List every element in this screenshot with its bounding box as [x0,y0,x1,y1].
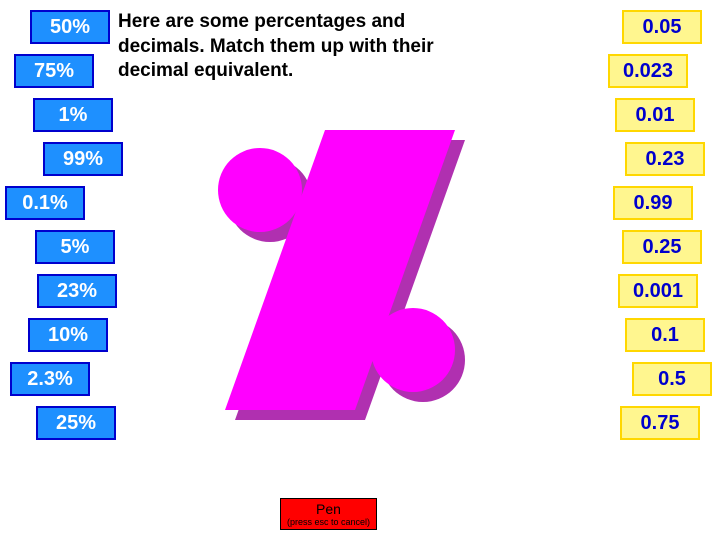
percent-tile-5[interactable]: 5% [35,230,115,264]
pen-tool-box[interactable]: Pen (press esc to cancel) [280,498,377,530]
percent-label: 1% [59,104,88,127]
decimal-label: 0.023 [623,60,673,83]
pen-title: Pen [287,501,370,517]
percent-label: 50% [50,16,90,39]
percent-tile-2[interactable]: 1% [33,98,113,132]
percent-label: 25% [56,412,96,435]
percent-label: 75% [34,60,74,83]
percent-tile-7[interactable]: 10% [28,318,108,352]
decimal-label: 0.1 [651,324,679,347]
percent-label: 23% [57,280,97,303]
decimal-label: 0.99 [634,192,673,215]
decimal-tile-5[interactable]: 0.25 [622,230,702,264]
decimal-tile-1[interactable]: 0.023 [608,54,688,88]
decimal-label: 0.05 [643,16,682,39]
pen-subtitle: (press esc to cancel) [287,517,370,527]
decimal-tile-9[interactable]: 0.75 [620,406,700,440]
decimal-tile-3[interactable]: 0.23 [625,142,705,176]
percent-tile-0[interactable]: 50% [30,10,110,44]
decimal-tile-8[interactable]: 0.5 [632,362,712,396]
decimal-label: 0.5 [658,368,686,391]
percent-label: 99% [63,148,103,171]
decimal-label: 0.75 [641,412,680,435]
decimal-label: 0.25 [643,236,682,259]
percent-label: 0.1% [22,192,68,215]
percent-sign-icon [195,120,495,420]
decimal-tile-4[interactable]: 0.99 [613,186,693,220]
decimal-label: 0.01 [636,104,675,127]
decimal-tile-2[interactable]: 0.01 [615,98,695,132]
percent-tile-1[interactable]: 75% [14,54,94,88]
percent-label: 5% [61,236,90,259]
decimal-label: 0.001 [633,280,683,303]
decimal-tile-0[interactable]: 0.05 [622,10,702,44]
decimal-tile-6[interactable]: 0.001 [618,274,698,308]
percent-tile-4[interactable]: 0.1% [5,186,85,220]
decimal-tile-7[interactable]: 0.1 [625,318,705,352]
percent-tile-8[interactable]: 2.3% [10,362,90,396]
decimal-label: 0.23 [646,148,685,171]
percent-tile-3[interactable]: 99% [43,142,123,176]
percent-label: 10% [48,324,88,347]
percent-tile-6[interactable]: 23% [37,274,117,308]
percent-label: 2.3% [27,368,73,391]
instruction-text: Here are some percentages and decimals. … [118,10,468,84]
percent-tile-9[interactable]: 25% [36,406,116,440]
